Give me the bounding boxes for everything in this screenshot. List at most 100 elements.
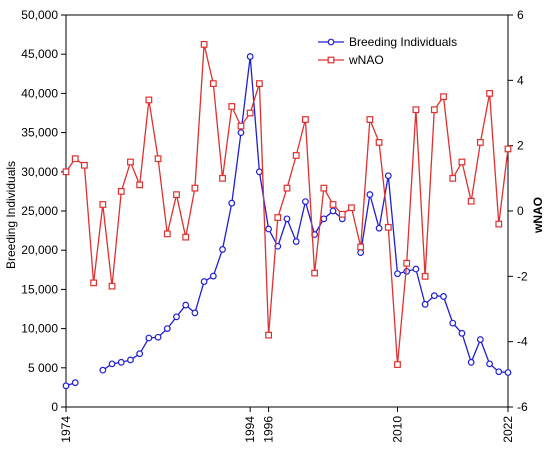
data-point [476,336,484,343]
data-point [173,313,180,321]
data-point [283,184,291,192]
right-axis: -6 -4 -2 0 2 4 6 [508,8,528,414]
y2-tick-label: -4 [517,335,528,349]
data-point [458,158,466,166]
data-point [237,129,245,137]
data-point [182,233,190,241]
data-point [458,329,466,337]
legend-marker [327,56,335,64]
data-point [228,199,236,207]
data-point [449,174,457,182]
data-point [338,210,346,218]
data-point [246,53,254,60]
data-point [320,215,328,223]
series-wnao [62,40,512,368]
data-point [357,249,365,256]
y-tick-label: 30,000 [21,165,58,179]
data-point [412,265,420,273]
data-point [292,238,300,245]
plot-frame [65,14,509,408]
y-tick-label: 35,000 [21,126,58,140]
data-point [495,368,503,376]
y-tick-label: 15,000 [21,282,58,296]
data-point [209,80,217,88]
data-point [200,40,208,48]
series-line [65,44,509,365]
data-point [255,168,263,176]
y-tick-label: 25,000 [21,204,58,218]
y-tick-label: 50,000 [21,8,58,22]
data-point [237,122,245,130]
y2-axis-label: wNAO [531,197,545,234]
data-point [394,270,401,278]
data-point [62,168,70,176]
data-point [90,279,98,287]
data-point [154,333,162,341]
data-point [228,103,236,110]
data-point [467,358,475,366]
legend: Breeding Individuals wNAO [318,35,457,67]
data-point [486,89,493,97]
data-point [421,300,429,308]
data-point [274,214,282,221]
data-point [191,184,199,192]
bottom-axis: 1974 1994 1996 2010 2022 [59,407,515,443]
data-point [99,201,107,208]
data-point [117,188,125,195]
data-point [311,269,319,277]
data-point [265,331,272,339]
y2-tick-label: -2 [517,269,528,283]
data-point [486,360,493,368]
data-point [246,109,254,117]
data-point [375,139,383,146]
data-point [329,201,337,208]
legend-label: Breeding Individuals [349,35,457,49]
data-point [495,220,503,228]
x-tick-label: 1994 [243,416,257,443]
data-point [154,155,162,163]
plot-border [65,14,509,408]
data-point [302,116,309,123]
data-point [504,369,512,376]
left-axis: 0 5 000 10,000 15,000 20,000 25,000 30,000 35,0… [21,8,66,414]
x-tick-label: 2010 [391,416,405,443]
data-point [375,224,383,232]
series-line [360,175,509,374]
data-point [348,204,355,212]
series-breeding-individuals [62,53,512,390]
series-layer [62,40,512,390]
data-point [403,259,411,267]
data-point [384,172,392,180]
data-point [127,356,134,364]
legend-marker [327,38,335,46]
data-point [163,325,171,333]
y-tick-label: 0 [51,400,58,414]
legend-label: wNAO [348,53,384,67]
data-point [71,155,79,163]
data-point [421,272,429,280]
data-point [191,309,199,317]
data-point [163,230,171,238]
data-point [182,301,190,309]
y-tick-label: 45,000 [21,47,58,61]
y-tick-label: 10,000 [21,322,58,336]
y2-tick-label: 6 [517,8,524,22]
data-point [219,246,226,253]
y2-tick-label: 4 [517,73,524,87]
y-tick-label: 20,000 [21,243,58,257]
x-tick-label: 2022 [501,416,515,443]
data-point [219,174,226,182]
data-point [430,106,438,114]
data-point [366,116,374,123]
data-point [449,319,457,327]
data-point [145,334,153,342]
data-point [504,145,512,153]
data-point [302,198,309,205]
data-point [283,215,291,223]
data-point [209,272,217,280]
data-point [62,382,70,390]
data-point [440,93,447,101]
y2-tick-label: 2 [517,139,524,153]
x-tick-label: 1996 [262,416,276,443]
data-point [412,106,420,114]
